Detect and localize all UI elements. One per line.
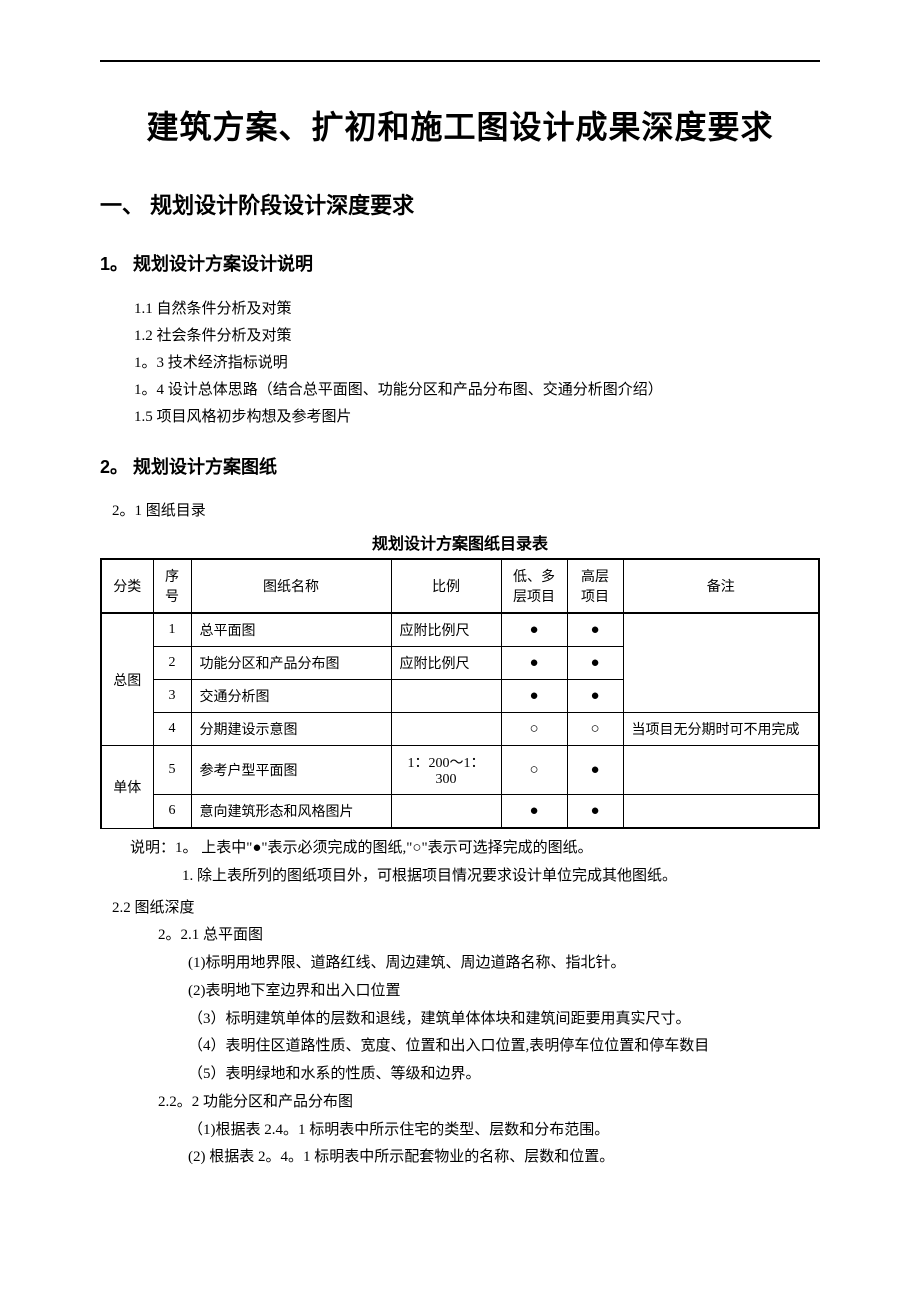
cell-scale [391,713,501,746]
cell-note [623,613,819,713]
cell-name: 总平面图 [191,613,391,647]
table-notes: 说明：1。 上表中"●"表示必须完成的图纸,"○"表示可选择完成的图纸。 1. … [100,835,820,891]
item-1-5: 1.5 项目风格初步构想及参考图片 [134,404,820,431]
drawing-depth-section: 2.2 图纸深度 2。2.1 总平面图 (1)标明用地界限、道路红线、周边建筑、… [100,895,820,1173]
subsection-1-items: 1.1 自然条件分析及对策 1.2 社会条件分析及对策 1。3 技术经济指标说明… [100,296,820,431]
cell-no: 5 [153,746,191,795]
depth-2-2-1-2: (2)表明地下室边界和出入口位置 [100,978,820,1006]
header-rule [100,60,820,62]
col-low: 低、多层项目 [501,559,567,613]
document-title: 建筑方案、扩初和施工图设计成果深度要求 [100,102,820,148]
table-row: 总图 1 总平面图 应附比例尺 ● ● [101,613,819,647]
depth-2-2-1-3: （3）标明建筑单体的层数和退线，建筑单体体块和建筑间距要用真实尺寸。 [100,1006,820,1034]
section-1-heading: 一、 规划设计阶段设计深度要求 [100,188,820,220]
subsection-2-heading: 2。 规划设计方案图纸 [100,453,820,479]
depth-2-2-1: 2。2.1 总平面图 [100,922,820,950]
col-category: 分类 [101,559,153,613]
cell-name: 交通分析图 [191,680,391,713]
depth-2-2-2-1: （1)根据表 2.4。1 标明表中所示住宅的类型、层数和分布范围。 [100,1117,820,1145]
table-title: 规划设计方案图纸目录表 [100,530,820,554]
document-page: 建筑方案、扩初和施工图设计成果深度要求 一、 规划设计阶段设计深度要求 1。 规… [0,0,920,1302]
cat-zongtu: 总图 [101,613,153,746]
col-note: 备注 [623,559,819,613]
cell-name: 意向建筑形态和风格图片 [191,795,391,829]
table-row: 4 分期建设示意图 ○ ○ 当项目无分期时可不用完成 [101,713,819,746]
table-header-row: 分类 序号 图纸名称 比例 低、多层项目 高层项目 备注 [101,559,819,613]
col-no: 序号 [153,559,191,613]
item-1-4: 1。4 设计总体思路（结合总平面图、功能分区和产品分布图、交通分析图介绍） [134,377,820,404]
cell-scale: 应附比例尺 [391,613,501,647]
cell-low: ● [501,613,567,647]
cell-no: 2 [153,647,191,680]
cell-note [623,795,819,829]
col-scale: 比例 [391,559,501,613]
cell-note: 当项目无分期时可不用完成 [623,713,819,746]
depth-2-2: 2.2 图纸深度 [100,895,820,923]
depth-2-2-1-1: (1)标明用地界限、道路红线、周边建筑、周边道路名称、指北针。 [100,950,820,978]
item-1-2: 1.2 社会条件分析及对策 [134,323,820,350]
cell-no: 6 [153,795,191,829]
cell-low: ○ [501,713,567,746]
table-row: 单体 5 参考户型平面图 1：200～1：300 ○ ● [101,746,819,795]
cell-low: ● [501,680,567,713]
cell-low: ● [501,795,567,829]
cell-high: ● [567,613,623,647]
depth-2-2-2: 2.2。2 功能分区和产品分布图 [100,1089,820,1117]
cell-no: 4 [153,713,191,746]
cell-scale [391,795,501,829]
item-1-1: 1.1 自然条件分析及对策 [134,296,820,323]
cell-name: 参考户型平面图 [191,746,391,795]
cell-high: ● [567,795,623,829]
cell-scale: 1：200～1：300 [391,746,501,795]
item-1-3: 1。3 技术经济指标说明 [134,350,820,377]
cell-high: ● [567,746,623,795]
depth-2-2-1-4: （4）表明住区道路性质、宽度、位置和出入口位置,表明停车位位置和停车数目 [100,1033,820,1061]
col-name: 图纸名称 [191,559,391,613]
cell-high: ○ [567,713,623,746]
cell-name: 功能分区和产品分布图 [191,647,391,680]
col-high: 高层项目 [567,559,623,613]
note-2: 1. 除上表所列的图纸项目外，可根据项目情况要求设计单位完成其他图纸。 [100,863,820,891]
cell-high: ● [567,680,623,713]
cell-name: 分期建设示意图 [191,713,391,746]
note-1: 说明：1。 上表中"●"表示必须完成的图纸,"○"表示可选择完成的图纸。 [100,835,820,863]
subsection-1-heading: 1。 规划设计方案设计说明 [100,250,820,276]
cell-scale: 应附比例尺 [391,647,501,680]
depth-2-2-2-2: (2) 根据表 2。4。1 标明表中所示配套物业的名称、层数和位置。 [100,1144,820,1172]
cell-high: ● [567,647,623,680]
cell-note [623,746,819,795]
cell-no: 1 [153,613,191,647]
depth-2-2-1-5: （5）表明绿地和水系的性质、等级和边界。 [100,1061,820,1089]
cell-no: 3 [153,680,191,713]
cell-low: ● [501,647,567,680]
item-2-1: 2。1 图纸目录 [100,499,820,520]
cell-low: ○ [501,746,567,795]
table-row: 6 意向建筑形态和风格图片 ● ● [101,795,819,829]
drawing-index-table: 分类 序号 图纸名称 比例 低、多层项目 高层项目 备注 总图 1 总平面图 应… [100,558,820,829]
cell-scale [391,680,501,713]
cat-danti: 单体 [101,746,153,829]
